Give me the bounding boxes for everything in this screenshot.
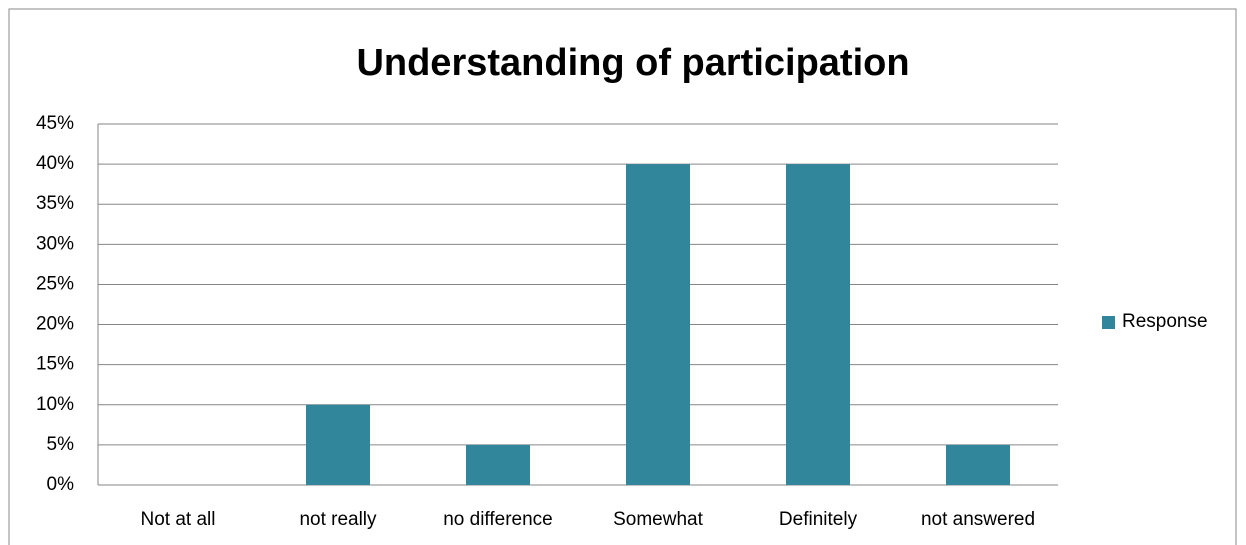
- y-tick-label: 10%: [36, 394, 74, 415]
- x-tick-label: Definitely: [779, 509, 858, 530]
- y-tick-label: 0%: [47, 474, 75, 495]
- y-tick-label: 40%: [36, 153, 74, 174]
- bar: [786, 164, 850, 485]
- bar: [946, 444, 1010, 485]
- chart-title: Understanding of participation: [356, 42, 909, 84]
- x-tick-label: Not at all: [141, 509, 216, 530]
- bar: [306, 404, 370, 485]
- legend-label: Response: [1122, 311, 1208, 332]
- x-tick-label: not answered: [921, 509, 1035, 530]
- y-tick-label: 20%: [36, 314, 74, 335]
- x-tick-label: Somewhat: [613, 509, 703, 530]
- y-tick-label: 30%: [36, 233, 74, 254]
- x-tick-label: not really: [299, 509, 377, 530]
- x-tick-label: no difference: [443, 509, 553, 530]
- bar: [626, 164, 690, 485]
- y-tick-label: 45%: [36, 113, 74, 134]
- y-tick-label: 35%: [36, 193, 74, 214]
- y-tick-label: 25%: [36, 273, 74, 294]
- legend-swatch: [1102, 316, 1115, 329]
- chart-border: [8, 8, 1237, 545]
- y-tick-label: 15%: [36, 354, 74, 375]
- y-tick-label: 5%: [47, 434, 75, 455]
- bar: [466, 444, 530, 485]
